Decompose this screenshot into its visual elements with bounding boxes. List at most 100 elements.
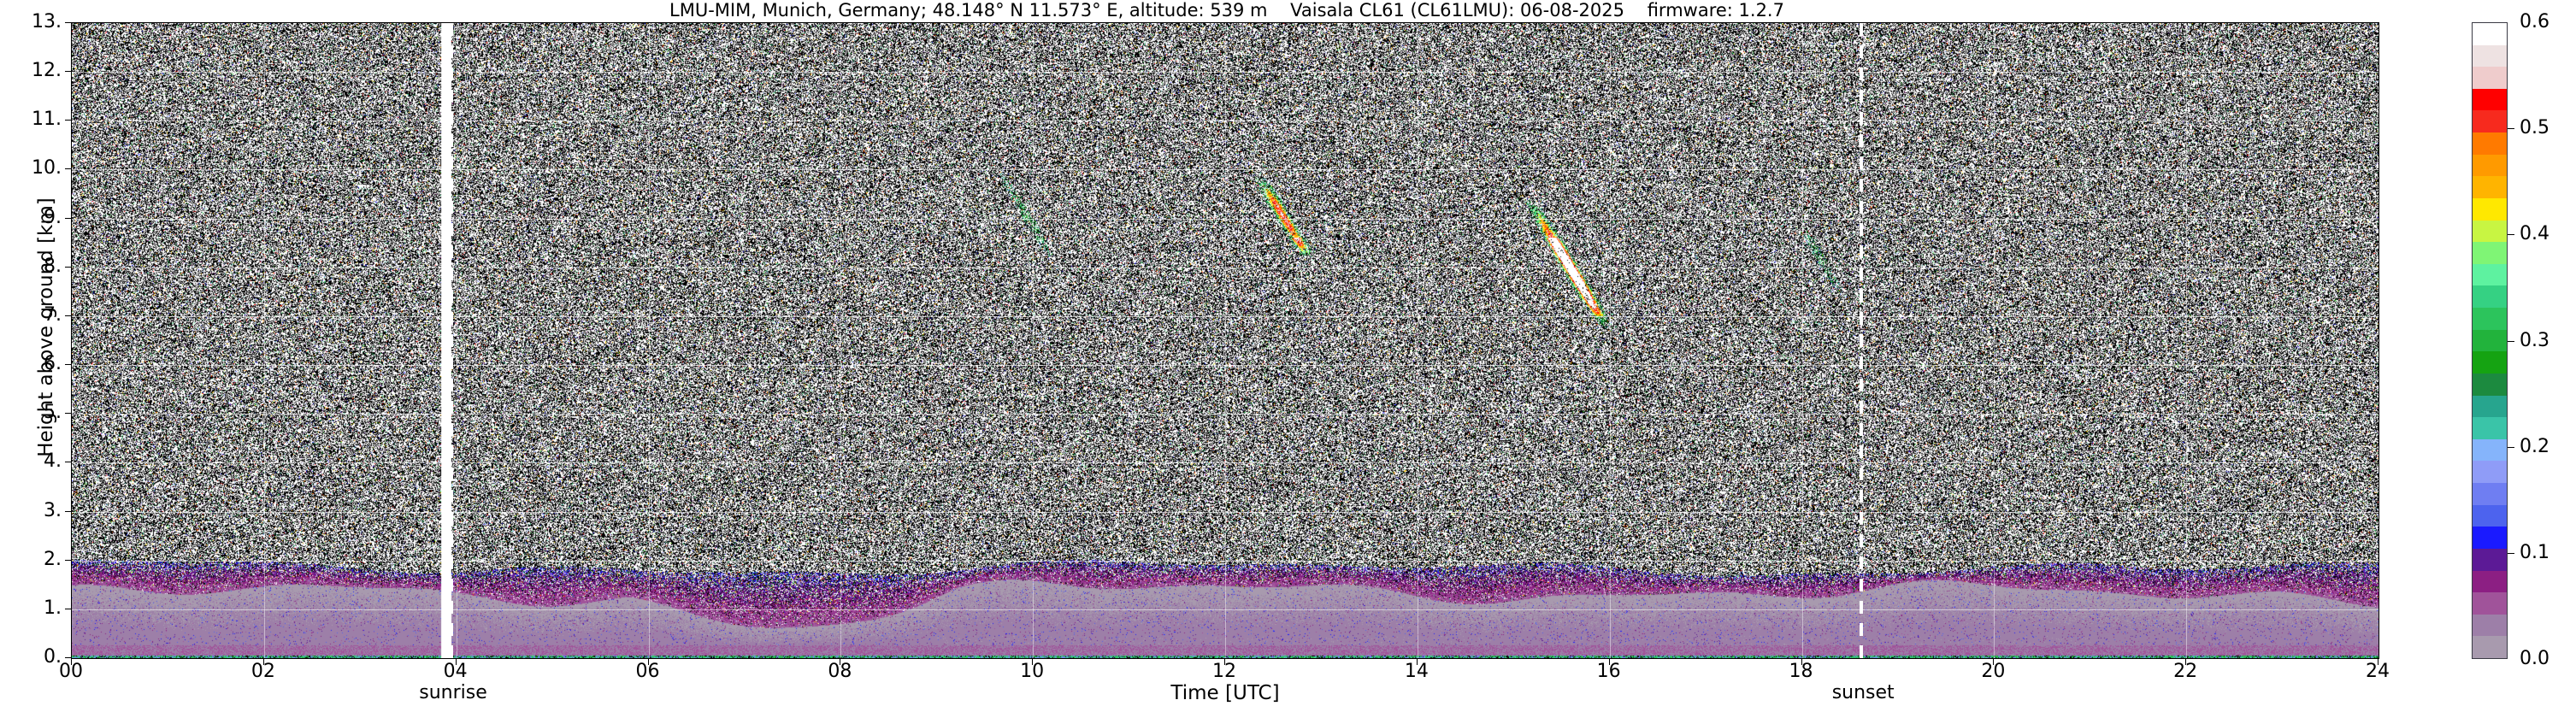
y-tick-mark	[65, 364, 71, 366]
y-tick-label: 6.	[44, 353, 62, 375]
x-tick-mark	[1993, 659, 1995, 665]
x-tick-mark	[647, 659, 649, 665]
gridline-vertical	[1225, 23, 1226, 658]
colorbar-segment	[2473, 308, 2507, 330]
colorbar-segment	[2473, 197, 2507, 221]
gridline-horizontal	[72, 609, 2379, 610]
colorbar-segment	[2473, 44, 2507, 68]
y-tick-mark	[65, 657, 71, 658]
colorbar-segment	[2473, 548, 2507, 571]
y-tick-label: 10.	[32, 157, 62, 179]
gridline-horizontal	[72, 511, 2379, 513]
y-tick-label: 12.	[32, 60, 62, 82]
colorbar-tick-mark	[2508, 340, 2514, 342]
x-tick-mark	[455, 659, 457, 665]
gridline-horizontal	[72, 315, 2379, 317]
colorbar-segment	[2473, 220, 2507, 243]
plot-area[interactable]	[71, 22, 2379, 659]
gridline-horizontal	[72, 560, 2379, 562]
colorbar-tick-label: 0.5	[2520, 117, 2549, 139]
y-tick-label: 0.	[44, 646, 62, 668]
colorbar-tick-label: 0.4	[2520, 223, 2549, 245]
x-tick-mark	[262, 659, 264, 665]
colorbar-tick-label: 0.6	[2520, 11, 2549, 32]
y-tick-mark	[65, 168, 71, 170]
colorbar-segment	[2473, 242, 2507, 264]
colorbar-tick-mark	[2508, 234, 2514, 236]
colorbar-segment	[2473, 132, 2507, 155]
colorbar-segment	[2473, 438, 2507, 462]
x-tick-mark	[1032, 659, 1034, 665]
colorbar-tick-mark	[2508, 446, 2514, 448]
colorbar-segment	[2473, 417, 2507, 439]
gridline-horizontal	[72, 169, 2379, 171]
x-tick-label: 00	[59, 661, 83, 682]
y-tick-mark	[65, 120, 71, 121]
y-tick-label: 13.	[32, 11, 62, 32]
y-tick-label: 1.	[44, 597, 62, 619]
gridline-vertical	[1801, 23, 1803, 658]
colorbar-segment	[2473, 592, 2507, 615]
colorbar-segment	[2473, 22, 2507, 45]
y-tick-label: 11.	[32, 109, 62, 131]
gridline-vertical	[840, 23, 842, 658]
sunrise-line	[450, 23, 454, 658]
y-tick-mark	[65, 266, 71, 268]
gridline-vertical	[648, 23, 650, 658]
x-tick-mark	[1608, 659, 1610, 665]
x-tick-mark	[1801, 659, 1802, 665]
y-tick-label: 3.	[44, 499, 62, 521]
y-tick-mark	[65, 71, 71, 73]
y-tick-label: 9.	[44, 206, 62, 228]
gridline-vertical	[1609, 23, 1611, 658]
gridline-vertical	[2186, 23, 2188, 658]
x-tick-label: 18	[1789, 661, 1813, 682]
y-tick-mark	[65, 315, 71, 316]
gridline-horizontal	[72, 72, 2379, 74]
colorbar-tick-label: 0.3	[2520, 329, 2549, 351]
colorbar-segment	[2473, 88, 2507, 111]
colorbar-segment	[2473, 504, 2507, 527]
x-tick-mark	[2185, 659, 2187, 665]
x-tick-mark	[71, 659, 72, 665]
colorbar-segment	[2473, 483, 2507, 505]
y-tick-mark	[65, 413, 71, 415]
colorbar-segment	[2473, 263, 2507, 286]
page-title: LMU-MIM, Munich, Germany; 48.148° N 11.5…	[669, 0, 1784, 21]
gridline-vertical	[1033, 23, 1035, 658]
y-tick-label: 4.	[44, 450, 62, 473]
y-tick-label: 2.	[44, 548, 62, 570]
lidar-heatmap-canvas	[72, 23, 2379, 658]
y-tick-mark	[65, 510, 71, 512]
colorbar-segment	[2473, 285, 2507, 308]
y-tick-mark	[65, 217, 71, 219]
y-tick-label: 8.	[44, 255, 62, 277]
x-tick-label: 02	[251, 661, 275, 682]
y-tick-label: 7.	[44, 303, 62, 326]
colorbar-tick-label: 0.1	[2520, 541, 2549, 563]
y-tick-mark	[65, 559, 71, 561]
colorbar-segment	[2473, 110, 2507, 132]
colorbar-segment	[2473, 570, 2507, 593]
gridline-vertical	[263, 23, 265, 658]
x-tick-label: 24	[2366, 661, 2390, 682]
gridline-vertical	[1994, 23, 1995, 658]
colorbar-segment	[2473, 461, 2507, 483]
gridline-horizontal	[72, 218, 2379, 220]
gridline-horizontal	[72, 462, 2379, 464]
x-tick-label: 22	[2173, 661, 2198, 682]
x-tick-label: 06	[635, 661, 660, 682]
colorbar-tick-label: 0.0	[2520, 648, 2549, 669]
colorbar-segment	[2473, 176, 2507, 198]
colorbar[interactable]	[2472, 22, 2508, 659]
colorbar-segment	[2473, 527, 2507, 549]
colorbar-segment	[2473, 329, 2507, 352]
y-axis-title: Height above ground [km]	[35, 197, 57, 457]
x-tick-mark	[1224, 659, 1225, 665]
colorbar-segment	[2473, 351, 2507, 374]
x-tick-label: 12	[1212, 661, 1236, 682]
colorbar-tick-mark	[2508, 128, 2514, 130]
x-tick-label: 20	[1981, 661, 2006, 682]
sunrise-label: sunrise	[419, 682, 487, 703]
